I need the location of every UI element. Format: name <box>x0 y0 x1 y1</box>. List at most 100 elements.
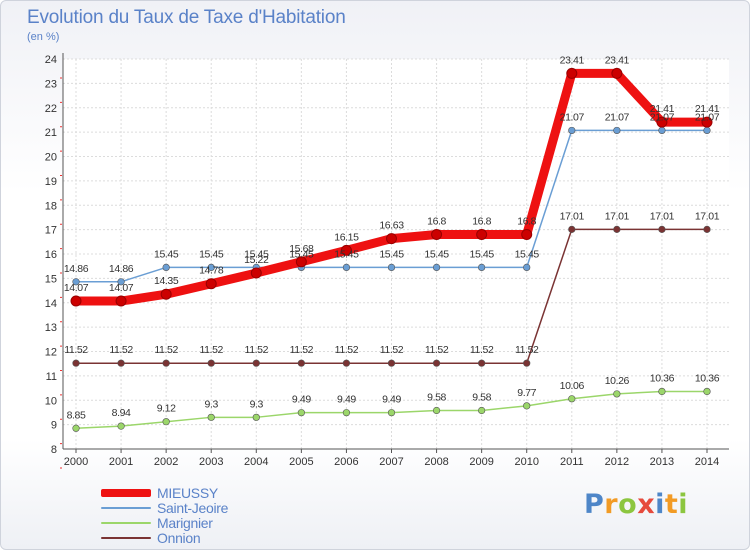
data-point-onnion-2005 <box>297 359 305 367</box>
data-point-onnion-2003 <box>207 359 215 367</box>
y-tick-label-18: 18 <box>45 200 57 212</box>
x-tick-label-2014: 2014 <box>695 456 719 468</box>
data-label-saint-jeoire-2003: 15.45 <box>199 248 224 260</box>
data-point-marignier-2002 <box>162 418 170 426</box>
legend-label-mieussy: MIEUSSY <box>157 484 218 501</box>
data-point-marignier-2006 <box>342 409 351 417</box>
x-tick-label-2013: 2013 <box>650 456 674 468</box>
data-label-marignier-2010: 9.77 <box>517 387 536 399</box>
data-label-onnion-2007: 11.52 <box>380 344 404 356</box>
data-label-onnion-2011: 17.01 <box>560 210 585 222</box>
data-point-marignier-2012 <box>613 390 621 398</box>
x-tick-label-2012: 2012 <box>605 456 629 468</box>
y-tick-label-20: 20 <box>45 152 57 164</box>
data-point-mieussy-2002 <box>160 288 172 300</box>
legend-item-saint-jeoire: Saint-Jeoire <box>101 500 228 516</box>
data-label-saint-jeoire-2002: 15.45 <box>154 248 179 260</box>
y-tick-label-16: 16 <box>45 249 57 261</box>
data-label-marignier-2002: 9.12 <box>157 403 176 415</box>
data-point-onnion-2000 <box>72 359 80 367</box>
data-point-marignier-2004 <box>252 413 260 421</box>
data-point-saint-jeoire-2002 <box>162 263 170 272</box>
data-label-saint-jeoire-2001: 14.86 <box>109 263 134 275</box>
y-tick-label-8: 8 <box>51 444 57 456</box>
data-label-marignier-2001: 8.94 <box>112 407 131 419</box>
data-label-saint-jeoire-2005: 15.45 <box>289 248 314 260</box>
data-label-saint-jeoire-2010: 15.45 <box>515 248 540 260</box>
data-label-mieussy-2003: 14.78 <box>199 265 224 277</box>
data-point-saint-jeoire-2008 <box>432 263 441 272</box>
data-label-onnion-2002: 11.52 <box>154 344 178 356</box>
data-label-saint-jeoire-2009: 15.45 <box>470 248 495 260</box>
data-point-saint-jeoire-2010 <box>523 263 531 272</box>
data-point-onnion-2012 <box>613 225 621 233</box>
data-point-mieussy-2011 <box>566 67 578 79</box>
y-tick-label-24: 24 <box>45 54 57 66</box>
y-tick-label-23: 23 <box>45 78 57 90</box>
y-tick-label-15: 15 <box>45 273 57 285</box>
data-label-saint-jeoire-2007: 15.45 <box>379 248 404 260</box>
data-point-marignier-2013 <box>658 387 666 396</box>
data-point-mieussy-2006 <box>340 244 352 256</box>
legend-item-onnion: Onnion <box>101 530 201 546</box>
data-label-mieussy-2007: 16.63 <box>379 220 404 232</box>
data-label-marignier-2000: 8.85 <box>67 409 86 421</box>
data-point-marignier-2011 <box>568 395 576 403</box>
data-label-saint-jeoire-2006: 15.45 <box>334 248 359 260</box>
data-label-marignier-2005: 9.49 <box>292 394 311 406</box>
data-label-saint-jeoire-2014: 21.07 <box>695 111 720 123</box>
data-point-mieussy-2013 <box>656 116 668 128</box>
x-tick-label-2001: 2001 <box>109 456 133 468</box>
data-point-marignier-2009 <box>478 406 486 415</box>
legend-item-mieussy: MIEUSSY <box>101 484 218 501</box>
data-label-onnion-2014: 17.01 <box>695 210 720 222</box>
data-point-onnion-2014 <box>703 225 711 233</box>
data-point-marignier-2007 <box>387 409 396 417</box>
data-point-saint-jeoire-2007 <box>387 263 396 272</box>
data-label-saint-jeoire-2004: 15.45 <box>244 248 269 260</box>
logo-letter: P <box>584 489 605 520</box>
data-label-onnion-2009: 11.52 <box>470 344 494 356</box>
data-point-marignier-2010 <box>523 402 531 410</box>
data-point-mieussy-2010 <box>521 229 533 240</box>
data-point-mieussy-2008 <box>431 229 443 240</box>
data-point-saint-jeoire-2012 <box>613 126 621 135</box>
x-tick-label-2004: 2004 <box>244 456 268 468</box>
x-tick-label-2007: 2007 <box>379 456 403 468</box>
data-label-mieussy-2006: 16.15 <box>334 231 359 243</box>
data-point-marignier-2001 <box>117 422 125 430</box>
data-label-marignier-2007: 9.49 <box>382 394 401 406</box>
data-label-onnion-2006: 11.52 <box>335 344 359 356</box>
data-point-marignier-2008 <box>432 406 441 415</box>
x-tick-label-2010: 2010 <box>514 456 538 468</box>
data-label-marignier-2009: 9.58 <box>472 391 491 403</box>
y-tick-label-10: 10 <box>45 395 57 407</box>
x-tick-label-2011: 2011 <box>560 456 584 468</box>
legend-label-marignier: Marignier <box>157 514 213 531</box>
legend-swatch-onnion <box>101 536 151 539</box>
x-tick-label-2009: 2009 <box>469 456 493 468</box>
data-label-onnion-2012: 17.01 <box>605 210 630 222</box>
logo-letter: x <box>637 489 656 520</box>
data-point-onnion-2007 <box>387 359 396 367</box>
data-point-marignier-2000 <box>72 424 80 432</box>
data-label-onnion-2001: 11.52 <box>109 344 133 356</box>
data-point-onnion-2004 <box>252 359 260 367</box>
data-label-onnion-2000: 11.52 <box>64 344 88 356</box>
data-point-onnion-2001 <box>117 359 125 367</box>
data-label-mieussy-2014: 21.41 <box>695 103 720 115</box>
y-tick-label-21: 21 <box>45 127 57 139</box>
legend-swatch-saint-jeoire <box>101 506 151 509</box>
data-point-saint-jeoire-2009 <box>478 263 486 272</box>
data-point-onnion-2006 <box>342 359 351 367</box>
data-label-mieussy-2009: 16.8 <box>472 216 491 228</box>
data-label-mieussy-2013: 21.41 <box>650 103 675 115</box>
data-label-mieussy-2008: 16.8 <box>427 216 446 228</box>
data-point-onnion-2009 <box>478 359 486 367</box>
data-label-marignier-2011: 10.06 <box>560 380 585 392</box>
data-label-saint-jeoire-2012: 21.07 <box>605 111 630 123</box>
data-label-mieussy-2010: 16.8 <box>517 216 536 228</box>
data-label-mieussy-2001: 14.07 <box>109 282 134 294</box>
data-label-mieussy-2012: 23.41 <box>605 54 630 66</box>
